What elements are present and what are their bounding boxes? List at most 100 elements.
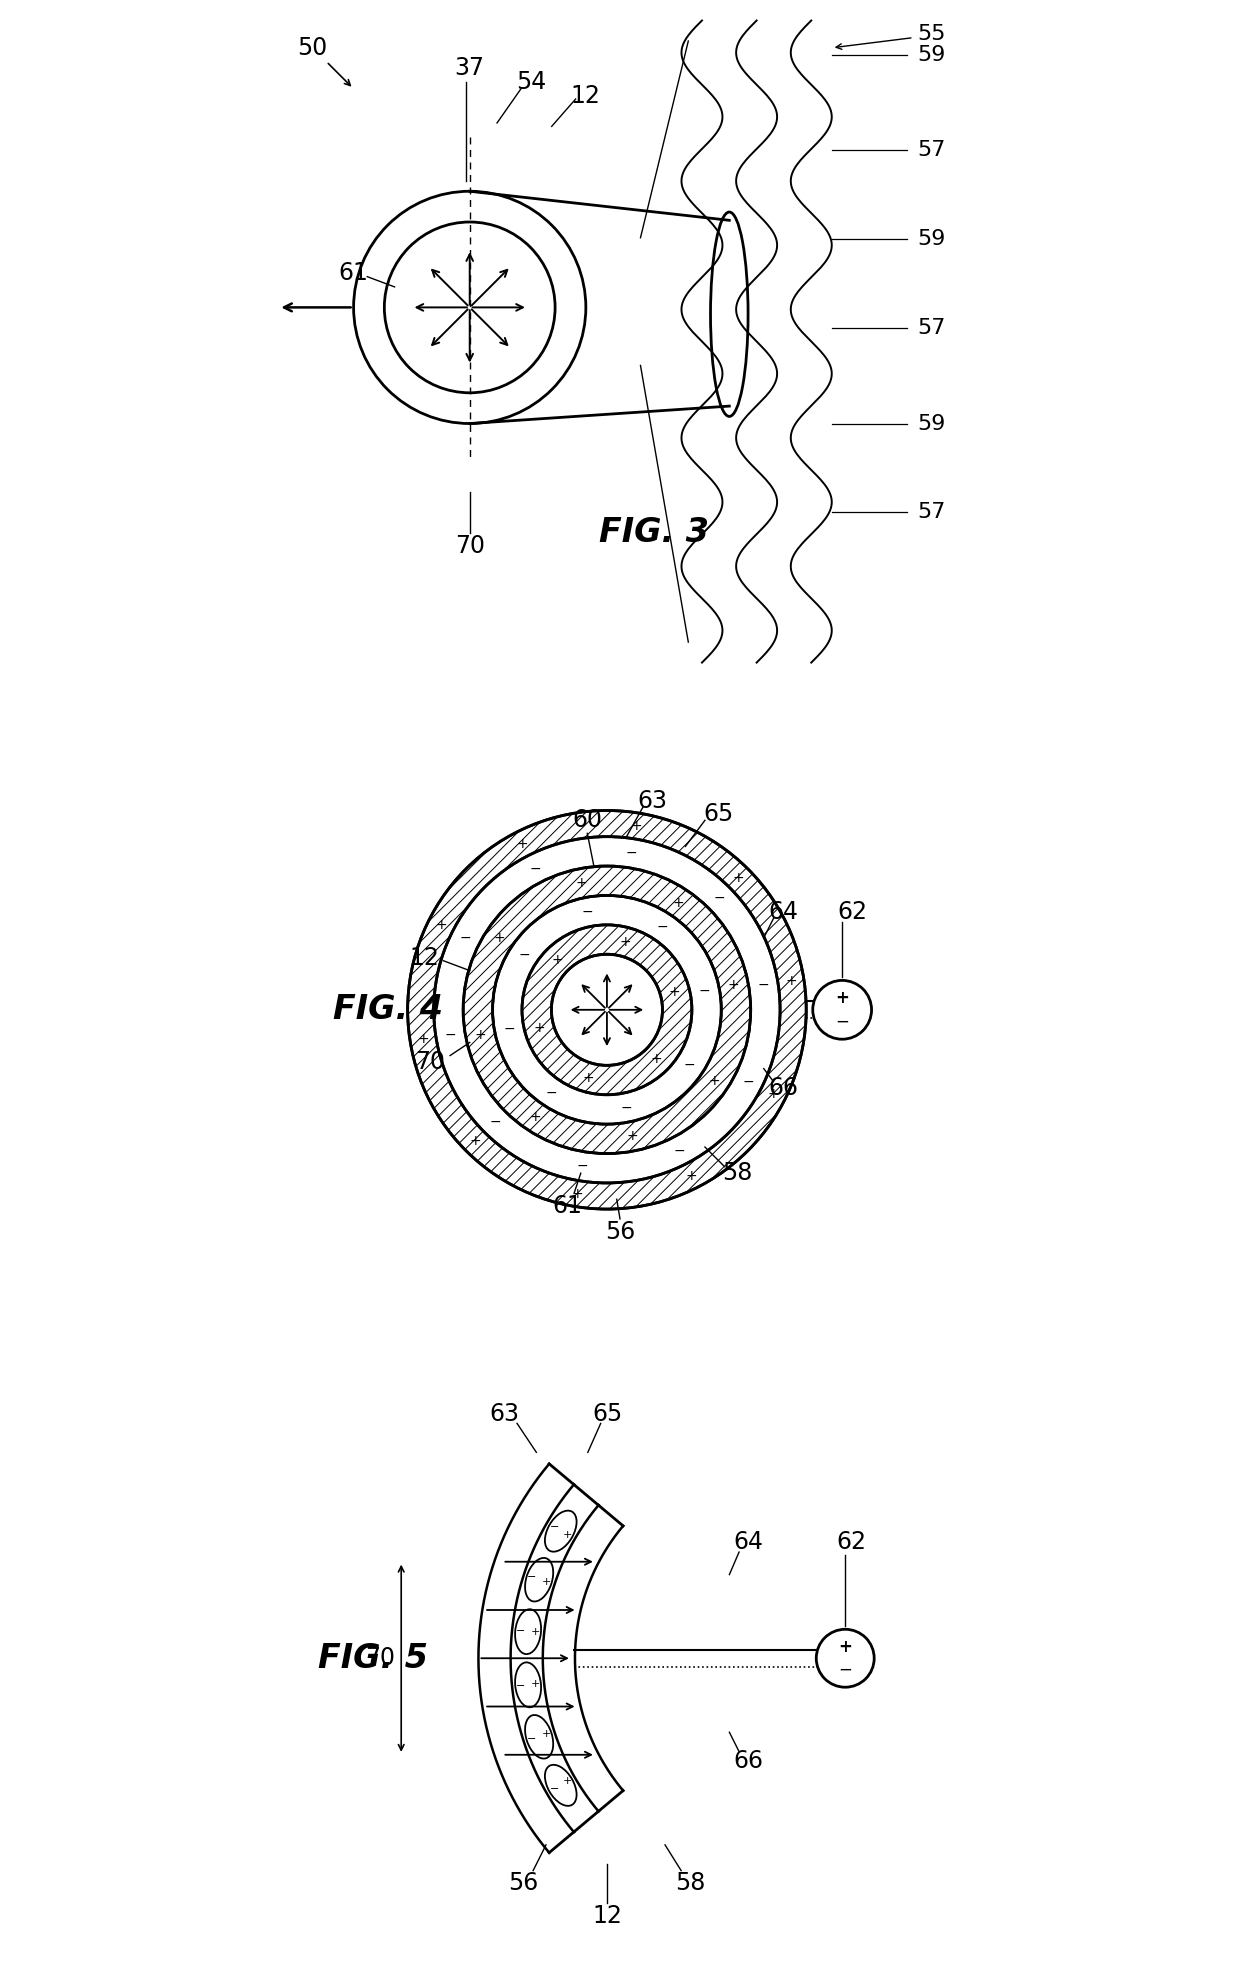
Circle shape [434, 838, 780, 1182]
Ellipse shape [544, 1764, 577, 1806]
Text: −: − [489, 1115, 501, 1129]
Circle shape [408, 810, 806, 1210]
Text: 70: 70 [415, 1049, 445, 1073]
Text: +: + [673, 895, 684, 909]
Text: −: − [743, 1075, 754, 1089]
Text: +: + [470, 1135, 481, 1148]
Text: −: − [527, 1734, 537, 1744]
Text: 58: 58 [723, 1160, 753, 1186]
Text: 12: 12 [570, 83, 601, 107]
Circle shape [552, 954, 662, 1065]
Text: 70: 70 [455, 535, 485, 558]
Text: −: − [673, 1144, 684, 1158]
Text: 59: 59 [918, 414, 946, 434]
Text: 59: 59 [918, 230, 946, 249]
Text: 61: 61 [553, 1194, 583, 1218]
Text: +: + [708, 1075, 720, 1089]
Text: −: − [460, 931, 471, 944]
Text: 64: 64 [734, 1531, 764, 1554]
Text: FIG. 4: FIG. 4 [332, 994, 443, 1026]
Circle shape [353, 192, 585, 424]
Ellipse shape [544, 1511, 577, 1552]
Text: −: − [684, 1057, 696, 1071]
Text: 54: 54 [516, 69, 547, 93]
Text: 66: 66 [769, 1077, 799, 1101]
Text: +: + [563, 1531, 572, 1540]
Text: +: + [619, 935, 631, 948]
Ellipse shape [711, 212, 748, 416]
Text: 56: 56 [508, 1871, 538, 1895]
Text: 63: 63 [489, 1402, 520, 1426]
Text: −: − [516, 1681, 525, 1691]
Text: −: − [516, 1626, 525, 1635]
Text: +: + [785, 974, 796, 988]
Text: +: + [542, 1729, 551, 1738]
Text: +: + [475, 1028, 486, 1041]
Text: −: − [527, 1572, 537, 1582]
Text: 50: 50 [298, 36, 327, 59]
Text: +: + [686, 1168, 697, 1182]
Text: +: + [517, 838, 528, 851]
Circle shape [816, 1630, 874, 1687]
Text: −: − [503, 1022, 515, 1036]
Text: 70: 70 [365, 1645, 394, 1671]
Ellipse shape [515, 1610, 541, 1653]
Text: −: − [445, 1028, 456, 1041]
Text: −: − [699, 984, 711, 998]
Text: +: + [494, 931, 506, 944]
Text: 59: 59 [918, 46, 946, 65]
Text: +: + [630, 820, 642, 834]
Text: −: − [620, 1101, 632, 1115]
Text: +: + [583, 1071, 594, 1085]
Text: +: + [563, 1776, 572, 1786]
Text: +: + [733, 871, 744, 885]
Text: 60: 60 [573, 808, 603, 832]
Circle shape [492, 895, 722, 1125]
Text: 57: 57 [918, 503, 946, 523]
Circle shape [812, 980, 872, 1040]
Text: −: − [529, 861, 541, 875]
Text: 65: 65 [591, 1402, 622, 1426]
Text: +: + [836, 990, 849, 1008]
Text: −: − [549, 1784, 559, 1794]
Ellipse shape [525, 1715, 553, 1758]
Text: −: − [518, 948, 529, 962]
Text: 57: 57 [918, 319, 946, 339]
Text: +: + [668, 984, 681, 998]
Text: 62: 62 [837, 899, 867, 925]
Text: +: + [531, 1679, 541, 1689]
Text: +: + [572, 1186, 584, 1200]
Text: 58: 58 [676, 1871, 706, 1895]
Text: −: − [656, 921, 668, 935]
Text: −: − [713, 891, 725, 905]
Circle shape [464, 865, 750, 1154]
Text: +: + [838, 1637, 852, 1655]
Text: +: + [552, 952, 563, 966]
Text: +: + [728, 978, 739, 992]
Text: +: + [529, 1111, 541, 1125]
Text: +: + [575, 877, 588, 891]
Text: +: + [651, 1053, 662, 1067]
Text: −: − [836, 1012, 849, 1030]
Text: +: + [768, 1087, 779, 1101]
Ellipse shape [515, 1663, 541, 1707]
Text: +: + [435, 919, 446, 933]
Text: −: − [582, 905, 593, 919]
Text: −: − [549, 1523, 559, 1533]
Text: +: + [542, 1578, 551, 1588]
Text: 65: 65 [703, 802, 733, 826]
Circle shape [384, 222, 556, 392]
Text: −: − [577, 1160, 588, 1174]
Text: 37: 37 [455, 55, 485, 81]
Text: −: − [758, 978, 769, 992]
Text: 62: 62 [837, 1531, 867, 1554]
Text: −: − [546, 1085, 558, 1099]
Text: 66: 66 [734, 1748, 764, 1774]
Text: +: + [417, 1032, 429, 1045]
Text: 55: 55 [918, 24, 946, 44]
Text: FIG. 3: FIG. 3 [599, 517, 709, 548]
Circle shape [522, 925, 692, 1095]
Text: 56: 56 [605, 1220, 635, 1243]
Text: +: + [626, 1129, 637, 1142]
Text: 12: 12 [593, 1903, 622, 1929]
